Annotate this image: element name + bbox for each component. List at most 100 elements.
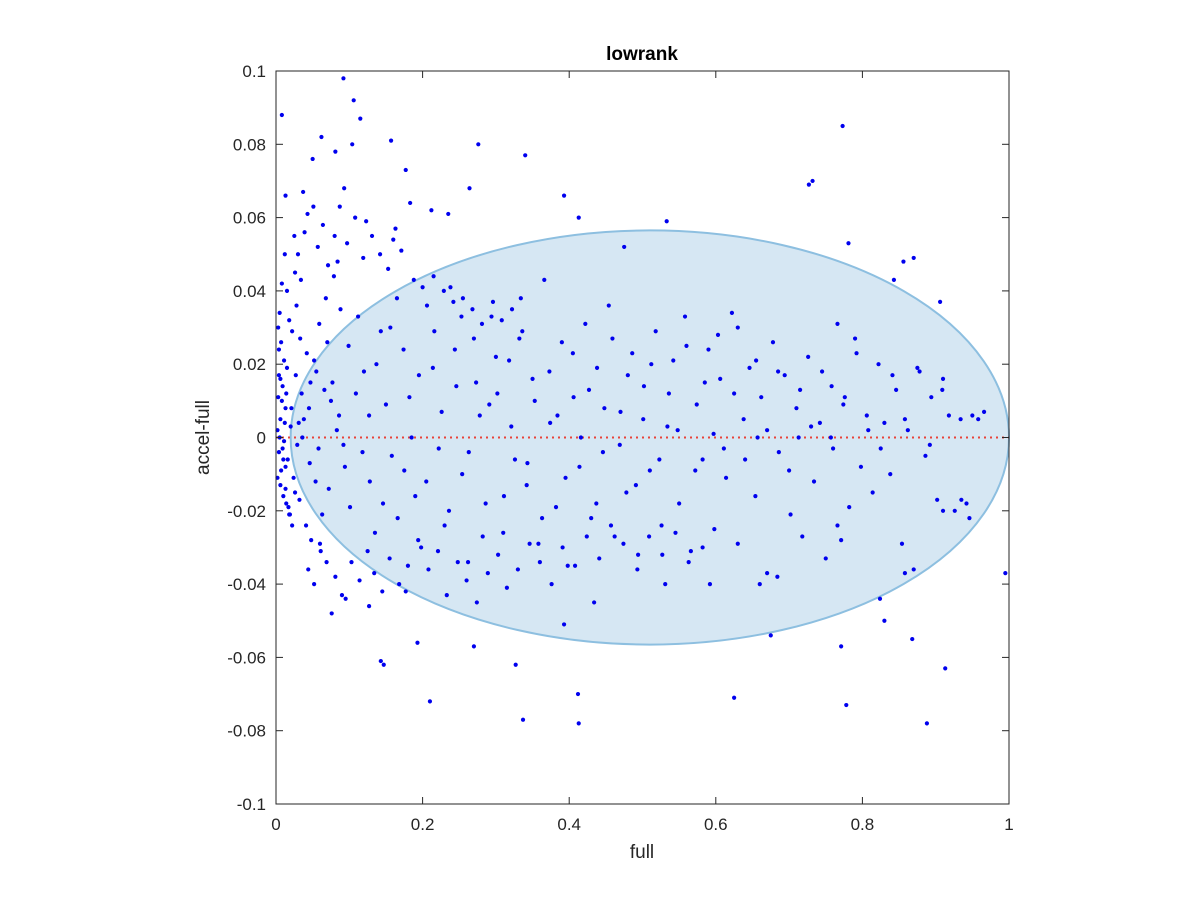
scatter-point xyxy=(465,560,471,565)
scatter-point xyxy=(882,618,887,623)
scatter-point xyxy=(281,358,287,363)
scatter-point xyxy=(455,560,460,565)
scatter-point xyxy=(617,442,622,447)
scatter-point xyxy=(308,380,313,385)
scatter-point xyxy=(572,563,578,568)
scatter-point xyxy=(460,296,466,301)
scatter-point xyxy=(675,428,680,433)
scatter-point xyxy=(765,571,770,576)
scatter-point xyxy=(506,358,512,363)
scatter-point xyxy=(281,457,286,462)
scatter-point xyxy=(427,699,433,704)
scatter-point xyxy=(310,156,315,162)
scatter-point xyxy=(902,417,908,422)
scatter-point xyxy=(811,479,817,484)
scatter-point xyxy=(439,409,444,414)
scatter-point xyxy=(635,567,640,572)
scatter-point xyxy=(284,365,290,370)
scatter-point xyxy=(723,475,729,480)
scatter-point xyxy=(927,442,932,447)
scatter-point xyxy=(429,208,434,213)
scatter-point xyxy=(389,453,394,458)
scatter-point xyxy=(553,505,559,510)
scatter-point xyxy=(518,296,523,301)
scatter-point xyxy=(495,391,500,396)
scatter-point xyxy=(952,508,957,513)
scatter-point xyxy=(279,398,284,403)
scatter-point xyxy=(351,98,356,103)
y-tick-label: 0 xyxy=(257,429,266,448)
scatter-point xyxy=(682,314,688,319)
scatter-point xyxy=(890,373,895,378)
scatter-point xyxy=(364,219,369,224)
scatter-point xyxy=(332,233,337,239)
y-axis-label: accel-full xyxy=(193,400,214,475)
scatter-point xyxy=(515,567,520,572)
scatter-point xyxy=(577,464,582,469)
scatter-point xyxy=(610,336,615,341)
scatter-point xyxy=(442,523,447,528)
scatter-point xyxy=(636,552,641,557)
scatter-point xyxy=(411,277,416,283)
scatter-point xyxy=(854,351,859,356)
scatter-point xyxy=(782,373,787,378)
scatter-point xyxy=(485,571,490,576)
scatter-point xyxy=(899,541,905,546)
scatter-point xyxy=(718,376,723,381)
scatter-point xyxy=(350,142,355,147)
scatter-point xyxy=(530,376,535,381)
scatter-point xyxy=(715,332,721,337)
scatter-point xyxy=(459,314,464,319)
scatter-point xyxy=(959,497,964,502)
y-tick-label: -0.02 xyxy=(227,502,266,521)
scatter-point xyxy=(882,420,887,425)
scatter-point xyxy=(284,288,290,293)
scatter-point xyxy=(608,523,614,528)
scatter-point xyxy=(276,395,281,400)
scatter-point xyxy=(501,530,506,535)
scatter-point xyxy=(902,571,908,576)
scatter-point xyxy=(537,560,542,565)
scatter-point xyxy=(653,329,658,334)
scatter-point xyxy=(287,318,292,323)
scatter-point xyxy=(293,373,298,378)
chart-title: lowrank xyxy=(606,44,678,65)
scatter-point xyxy=(1003,571,1008,576)
scatter-point xyxy=(647,468,652,473)
scatter-point xyxy=(309,538,314,543)
scatter-point xyxy=(315,244,320,250)
scatter-point xyxy=(844,702,849,708)
scatter-point xyxy=(649,362,654,367)
scatter-point xyxy=(592,600,597,605)
scatter-point xyxy=(311,204,316,209)
scatter-point xyxy=(576,215,581,220)
scatter-point xyxy=(657,457,662,462)
scatter-point xyxy=(641,384,647,389)
scatter-points-layer xyxy=(275,76,1008,726)
x-tick-label: 0.6 xyxy=(704,815,728,834)
scatter-point xyxy=(281,439,287,444)
scatter-point xyxy=(866,428,871,433)
scatter-point xyxy=(940,376,946,381)
scatter-point xyxy=(940,387,945,392)
scatter-point xyxy=(290,329,295,334)
scatter-point xyxy=(424,303,430,308)
scatter-point xyxy=(402,468,407,473)
scatter-point xyxy=(513,662,518,667)
scatter-point xyxy=(765,428,770,433)
scatter-point xyxy=(840,123,845,129)
scatter-point xyxy=(296,420,301,425)
scatter-point xyxy=(317,321,322,326)
scatter-point xyxy=(464,578,469,583)
scatter-point xyxy=(444,592,449,598)
scatter-point xyxy=(480,534,485,539)
scatter-point xyxy=(539,516,545,521)
scatter-point xyxy=(754,358,759,363)
scatter-point xyxy=(342,186,347,191)
scatter-point xyxy=(594,365,600,370)
scatter-point xyxy=(555,413,560,418)
scatter-point xyxy=(320,222,326,228)
scatter-point xyxy=(367,479,372,484)
